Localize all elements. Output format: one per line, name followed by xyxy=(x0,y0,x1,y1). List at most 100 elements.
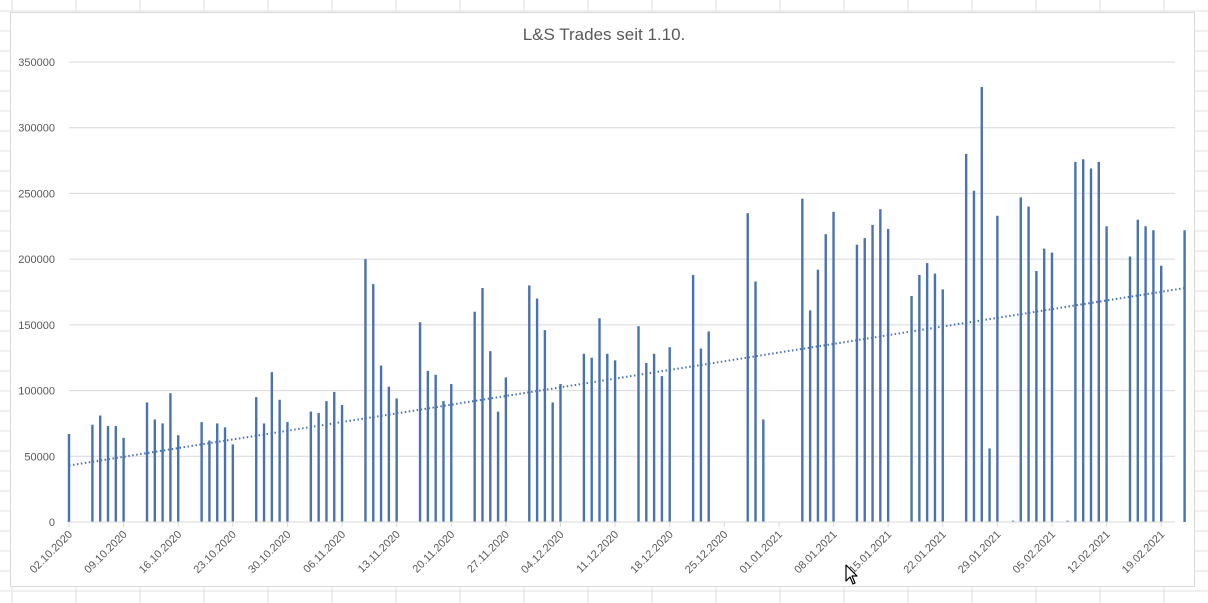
bar xyxy=(309,411,313,522)
gridlines xyxy=(69,61,1175,523)
bar xyxy=(1019,197,1022,522)
bar xyxy=(1097,161,1100,522)
y-tick-label: 300000 xyxy=(18,123,55,135)
chart-title: L&S Trades seit 1.10. xyxy=(523,25,686,44)
x-tick-label: 06.11.2020 xyxy=(301,529,348,576)
bar xyxy=(886,228,890,522)
bar xyxy=(325,401,328,522)
bar xyxy=(1066,520,1069,522)
bar xyxy=(504,377,508,522)
bar xyxy=(941,289,944,522)
bar xyxy=(879,209,882,522)
bar xyxy=(278,399,281,522)
bar xyxy=(535,298,539,522)
bar-series xyxy=(67,86,1186,523)
bar xyxy=(91,424,94,522)
bar xyxy=(333,391,336,522)
bar xyxy=(1128,256,1132,522)
x-tick-label: 13.11.2020 xyxy=(356,529,403,576)
bar xyxy=(231,444,235,522)
bar xyxy=(996,215,999,522)
x-tick-label: 11.12.2020 xyxy=(574,529,621,576)
y-tick-label: 50000 xyxy=(24,451,55,463)
bar xyxy=(387,386,391,522)
bar xyxy=(980,86,983,522)
bar xyxy=(925,263,929,522)
x-tick-label: 23.10.2020 xyxy=(192,529,239,576)
bar xyxy=(223,427,227,522)
chart-area[interactable]: 0 50000 100000 150000 200000 250000 300000 3500… xyxy=(10,12,1195,587)
y-axis: 0 50000 100000 150000 200000 250000 300000 3500… xyxy=(18,57,55,529)
y-tick-label: 100000 xyxy=(18,386,55,398)
bar xyxy=(106,426,110,522)
bar xyxy=(340,405,344,522)
bar xyxy=(1042,248,1046,522)
bar xyxy=(489,351,492,522)
x-tick-label: 12.02.2021 xyxy=(1065,529,1112,576)
bar xyxy=(668,347,671,522)
x-tick-label: 08.01.2021 xyxy=(792,529,839,576)
x-tick-label: 22.01.2021 xyxy=(901,529,948,576)
bar xyxy=(372,284,375,522)
bar xyxy=(613,360,617,522)
y-tick-label: 350000 xyxy=(18,57,55,69)
bar xyxy=(1035,270,1038,522)
bar xyxy=(551,402,554,522)
bar xyxy=(582,353,586,522)
bar xyxy=(442,401,445,522)
bar xyxy=(1159,265,1163,522)
bar xyxy=(606,353,609,522)
bar xyxy=(145,402,149,522)
bar xyxy=(933,273,937,522)
bar xyxy=(645,362,648,522)
x-axis: 02.10.2020 09.10.2020 16.10.2020 23.10.2020… xyxy=(28,522,1167,576)
y-tick-label: 200000 xyxy=(18,254,55,266)
x-tick-label: 19.02.2021 xyxy=(1120,529,1167,576)
bar xyxy=(871,224,874,522)
mouse-cursor-icon xyxy=(845,564,858,585)
bar xyxy=(434,374,437,522)
bar xyxy=(707,331,710,522)
bar xyxy=(1050,252,1054,523)
bar xyxy=(379,365,383,522)
bar xyxy=(1011,520,1015,522)
bar xyxy=(910,295,913,522)
y-tick-label: 250000 xyxy=(18,188,55,200)
bar xyxy=(481,288,484,522)
bar xyxy=(824,234,827,522)
bar xyxy=(1074,161,1077,522)
chart-svg: 0 50000 100000 150000 200000 250000 300000 3500… xyxy=(18,25,1186,576)
bar xyxy=(200,422,203,522)
x-tick-label: 09.10.2020 xyxy=(82,529,129,576)
bar xyxy=(918,274,921,522)
bar xyxy=(699,348,703,522)
bar xyxy=(67,433,71,522)
bar xyxy=(598,318,601,522)
trendline xyxy=(68,287,1185,467)
bar xyxy=(286,422,289,522)
bar xyxy=(395,398,398,522)
bar xyxy=(637,326,640,522)
bar xyxy=(988,448,991,522)
bar xyxy=(1105,226,1108,523)
bar xyxy=(816,269,820,522)
bar xyxy=(255,397,258,522)
bar xyxy=(559,384,562,522)
bar xyxy=(216,423,219,522)
bar xyxy=(660,376,664,522)
x-tick-label: 30.10.2020 xyxy=(246,529,293,576)
bar xyxy=(746,213,749,522)
bar xyxy=(262,423,266,522)
bar xyxy=(754,281,757,522)
bar xyxy=(177,435,180,522)
x-tick-label: 25.12.2020 xyxy=(683,529,730,576)
bar xyxy=(450,384,453,522)
x-tick-label: 02.10.2020 xyxy=(28,529,75,576)
bar xyxy=(317,412,320,522)
bar xyxy=(543,330,547,522)
bar xyxy=(1183,230,1186,522)
bar xyxy=(1144,226,1147,523)
bar xyxy=(122,437,125,522)
x-tick-label: 20.11.2020 xyxy=(411,529,458,576)
bar xyxy=(652,353,656,522)
